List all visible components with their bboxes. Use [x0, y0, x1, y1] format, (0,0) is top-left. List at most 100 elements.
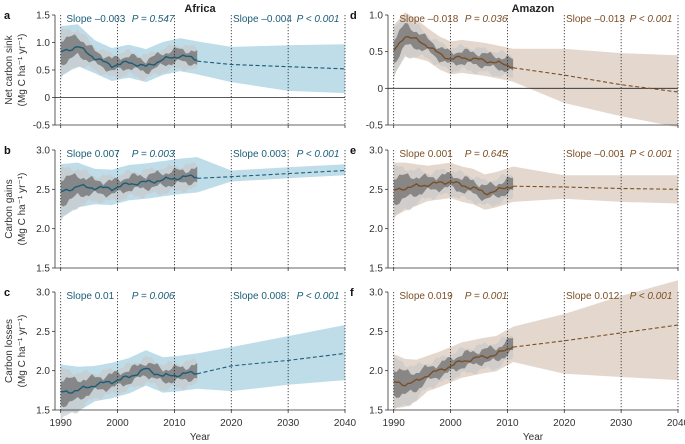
y-axis-label-c: Carbon losses: [4, 319, 15, 383]
y-tick-label: 3.0: [369, 288, 383, 299]
projected-line-b: [197, 169, 346, 179]
panel-letter-e: e: [350, 145, 356, 157]
observed-p-label: P = 0.003: [132, 149, 175, 160]
y-tick-label: 1.5: [369, 264, 383, 275]
observed-dark-band-f: [393, 337, 514, 398]
x-tick-label: 2020: [553, 418, 576, 429]
observed-slope-label: Slope 0.001: [399, 149, 453, 160]
y-axis-label-a: Net carbon sink: [4, 34, 15, 104]
y-tick-label: 1.5: [36, 406, 50, 417]
projected-p-label: P < 0.001: [297, 291, 340, 302]
y-tick-label: 2.5: [36, 327, 50, 338]
observed-light-band-a: [60, 28, 198, 82]
projected-p-label: P < 0.001: [630, 149, 673, 160]
observed-line-f: [393, 346, 514, 387]
projected-line-a: [197, 60, 346, 70]
y-tick-label: 1.0: [36, 38, 50, 49]
observed-line-c: [60, 367, 198, 394]
observed-line-a: [60, 45, 198, 69]
observed-slope-label: Slope –0.018: [399, 14, 458, 25]
y-tick-label: 2.5: [36, 185, 50, 196]
y-tick-label: 3.0: [36, 146, 50, 157]
projected-slope-label: Slope –0.001: [566, 149, 625, 160]
y-tick-label: 2.5: [369, 185, 383, 196]
uncertainty-band-a: [60, 24, 345, 94]
y-tick-label: -0.5: [33, 121, 51, 132]
projected-line-d: [513, 67, 679, 93]
panel-e: 1.5 2.0 2.5 3.0 e Slope 0.001 P = 0.645 Slope –…: [350, 145, 679, 275]
projected-p-label: P < 0.001: [630, 14, 673, 25]
projected-slope-label: Slope 0.003: [233, 149, 287, 160]
observed-p-label: P = 0.001: [465, 291, 508, 302]
x-tick-label: 2000: [106, 418, 129, 429]
y-tick-label: 1.5: [36, 11, 50, 22]
projected-line-f: [513, 324, 679, 348]
x-tick-label: 2000: [439, 418, 462, 429]
y-tick-label: 0.5: [36, 66, 50, 77]
y-tick-label: 2.0: [369, 366, 383, 377]
observed-line-d: [393, 35, 514, 69]
observed-dark-band-c: [60, 362, 198, 408]
observed-dark-band-a: [60, 34, 198, 75]
observed-p-label: P = 0.036: [465, 14, 508, 25]
y-tick-label: 1.5: [369, 406, 383, 417]
panel-a: -0.5 0 0.5 1.0 1.5 a Slope –0.003 P = 0.547 Slop…: [4, 10, 346, 132]
panel-letter-c: c: [4, 287, 10, 299]
column-title-africa: Africa: [184, 3, 216, 15]
projected-slope-label: Slope 0.012: [566, 291, 620, 302]
y-axis-units-a: (Mg C ha⁻¹ yr⁻¹): [17, 34, 28, 107]
panel-letter-a: a: [4, 10, 11, 22]
x-axis-label-africa: Year: [190, 432, 211, 443]
x-tick-label: 2030: [610, 418, 633, 429]
y-tick-label: 2.0: [36, 366, 50, 377]
observed-line-e: [393, 180, 514, 196]
observed-line-b: [60, 174, 198, 193]
y-tick-label: 2.5: [369, 327, 383, 338]
x-tick-label: 2010: [496, 418, 519, 429]
x-tick-label: 2030: [277, 418, 300, 429]
y-axis-units-c: (Mg C ha⁻¹ yr⁻¹): [17, 315, 28, 388]
y-tick-label: 1.0: [369, 11, 383, 22]
uncertainty-band-c: [60, 325, 345, 413]
x-axis-label-amazon: Year: [523, 432, 544, 443]
y-tick-label: 3.0: [369, 146, 383, 157]
panels-group: -0.5 0 0.5 1.0 1.5 a Slope –0.003 P = 0.547 Slop…: [4, 10, 685, 429]
x-tick-label: 1990: [50, 418, 73, 429]
projected-slope-label: Slope –0.004: [233, 14, 292, 25]
projected-p-label: P < 0.001: [297, 14, 340, 25]
observed-dark-band-b: [60, 166, 198, 207]
projected-p-label: P < 0.001: [297, 149, 340, 160]
panel-c: 1.5 2.0 2.5 3.0 1990 2000 2010 2020 2030 2040 c Slo…: [4, 287, 357, 429]
projected-slope-label: Slope –0.013: [566, 14, 625, 25]
x-tick-label: 2010: [163, 418, 186, 429]
y-tick-label: 2.0: [369, 224, 383, 235]
observed-slope-label: Slope 0.007: [66, 149, 120, 160]
y-tick-label: 0: [44, 93, 50, 104]
panel-letter-b: b: [4, 145, 11, 157]
panel-letter-d: d: [350, 10, 357, 22]
y-tick-label: 1.5: [36, 264, 50, 275]
x-tick-label: 2040: [667, 418, 685, 429]
y-tick-label: 2.0: [36, 224, 50, 235]
y-tick-label: 0.5: [369, 47, 383, 58]
y-axis-units-b: (Mg C ha⁻¹ yr⁻¹): [17, 173, 28, 246]
observed-slope-label: Slope –0.003: [66, 14, 125, 25]
observed-slope-label: Slope 0.01: [66, 291, 114, 302]
observed-dark-band-e: [393, 171, 514, 206]
panel-letter-f: f: [350, 287, 354, 299]
observed-p-label: P = 0.006: [132, 291, 175, 302]
panel-b: 1.5 2.0 2.5 3.0 b Slope 0.007 P = 0.003 Slope 0…: [4, 145, 346, 275]
x-tick-label: 2020: [220, 418, 243, 429]
projected-p-label: P < 0.001: [630, 291, 673, 302]
projected-slope-label: Slope 0.008: [233, 291, 287, 302]
x-tick-label: 2040: [334, 418, 357, 429]
y-axis-label-b: Carbon gains: [4, 179, 15, 238]
panel-f: 1.5 2.0 2.5 3.0 1990 2000 2010 2020 2030 2040 f Slo…: [350, 280, 685, 429]
uncertainty-band-d: [393, 12, 678, 128]
projected-line-e: [513, 185, 679, 190]
y-tick-label: 3.0: [36, 288, 50, 299]
panel-d: -0.5 0 0.5 1.0 d Slope –0.018 P = 0.036 Slope –…: [350, 10, 679, 132]
observed-p-label: P = 0.547: [132, 14, 175, 25]
column-title-amazon: Amazon: [512, 3, 555, 15]
